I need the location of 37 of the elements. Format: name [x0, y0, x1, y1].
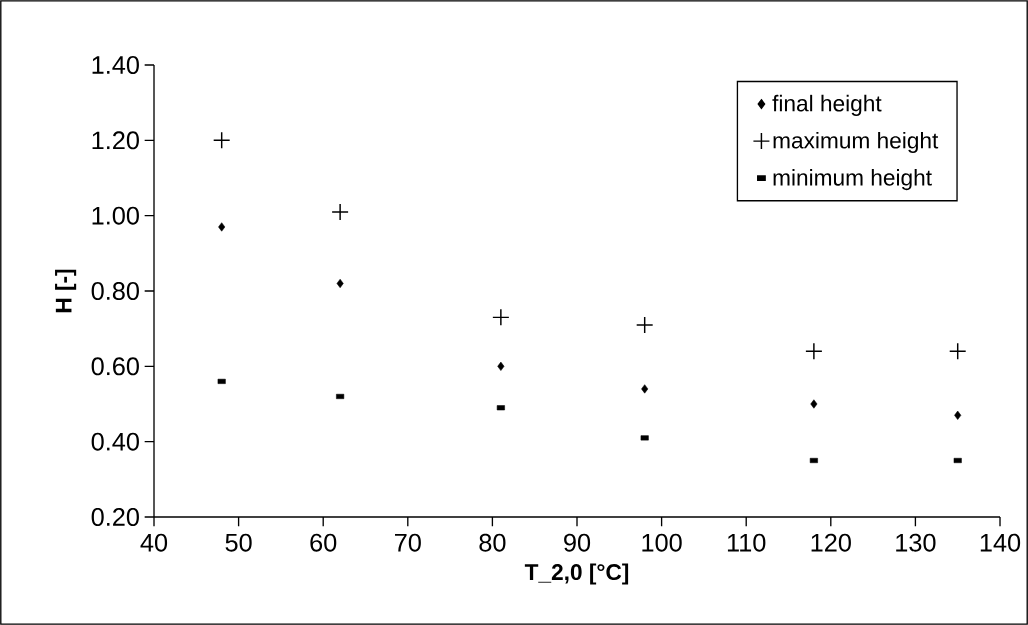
y-tick-label: 0.60: [91, 357, 139, 376]
point: [810, 399, 818, 409]
x-tick-label: 70: [395, 533, 421, 552]
y-tick-label: 1.40: [92, 56, 139, 74]
y-tick-label: 0.20: [91, 508, 139, 526]
y-tick-label: 1.00: [92, 206, 139, 225]
point: [218, 222, 226, 232]
x-tick-label: 50: [225, 533, 252, 552]
x-tick-label: 140: [980, 533, 1021, 552]
x-tick-label: 130: [896, 533, 936, 552]
point: [809, 457, 818, 464]
legend-label: final height: [772, 94, 882, 116]
point: [497, 361, 505, 371]
x-axis-title: T_2,0 [°C]: [524, 563, 629, 585]
x-tick-label: 110: [727, 533, 766, 552]
y-axis-title: H [-]: [55, 269, 77, 313]
x-tick-label: 60: [310, 533, 337, 552]
legend-label: maximum height: [773, 131, 939, 154]
y-tick-label: 1.20: [92, 131, 139, 150]
point: [212, 131, 231, 150]
point: [953, 457, 962, 464]
point: [492, 308, 510, 327]
x-tick-label: 100: [642, 533, 682, 552]
x-tick-label: 120: [811, 533, 851, 552]
point: [331, 203, 349, 221]
point: [948, 342, 967, 360]
y-tick-label: 0.80: [91, 282, 139, 300]
point: [954, 410, 962, 420]
x-tick-label: 80: [479, 533, 506, 552]
x-tick-label: 40: [140, 533, 168, 552]
y-tick-label: 0.40: [91, 432, 139, 451]
legend-label: minimum height: [773, 169, 932, 191]
x-tick-label: 90: [564, 533, 591, 552]
point: [641, 384, 649, 394]
point: [805, 342, 823, 360]
point: [635, 316, 654, 334]
point: [336, 278, 344, 288]
